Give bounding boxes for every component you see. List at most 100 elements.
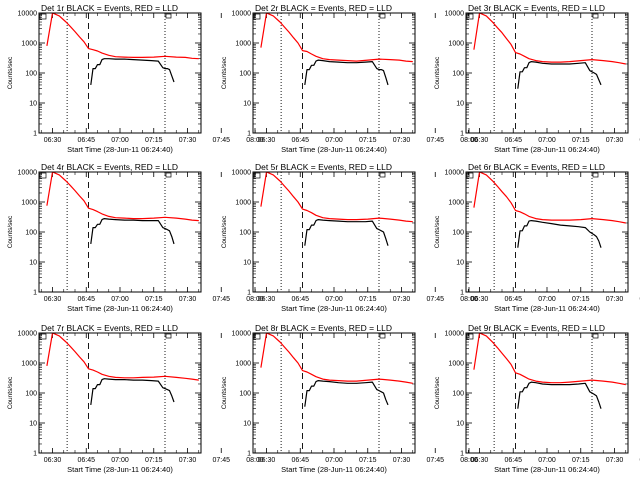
chart-panel-6: Det 6r BLACK = Events, RED = LLD Counts/s… xyxy=(434,162,640,313)
chart-panel-5: Det 5r BLACK = Events, RED = LLD Counts/s… xyxy=(221,162,478,313)
x-tick-label: 06:30 xyxy=(258,296,276,303)
series-line-black xyxy=(517,60,602,89)
x-tick-label: 07:15 xyxy=(145,137,163,144)
series-group xyxy=(260,13,413,86)
y-axis-label: Counts/sec xyxy=(434,376,441,409)
chart-panel-9: Det 9r BLACK = Events, RED = LLD Counts/s… xyxy=(434,323,640,474)
y-tick-label: 10000 xyxy=(18,331,38,338)
marker-box xyxy=(379,172,386,178)
x-tick-label: 07:00 xyxy=(325,457,343,464)
chart-panel-8: Det 8r BLACK = Events, RED = LLD Counts/s… xyxy=(221,323,478,474)
y-tick-label: 10000 xyxy=(18,170,38,177)
x-tick-label: 07:00 xyxy=(538,296,556,303)
marker-box xyxy=(592,13,599,19)
y-tick-label: 1 xyxy=(460,290,464,297)
chart-title: Det 3r BLACK = Events, RED = LLD xyxy=(468,3,605,13)
y-tick-label: 1000 xyxy=(235,361,251,368)
y-axis-label: Counts/sec xyxy=(7,376,14,409)
x-tick-label: 07:30 xyxy=(606,137,624,144)
marker-box xyxy=(592,333,599,339)
chart-panel-7: Det 7r BLACK = Events, RED = LLD Counts/s… xyxy=(7,323,264,474)
x-axis-label: Start Time (28-Jun-11 06:24:40) xyxy=(281,145,387,154)
x-tick-label: 06:30 xyxy=(258,457,276,464)
series-group xyxy=(46,172,199,245)
chart-panel-3: Det 3r BLACK = Events, RED = LLD Counts/s… xyxy=(434,3,640,154)
marker-box xyxy=(379,333,386,339)
plot-frame xyxy=(38,171,202,293)
y-tick-label: 1000 xyxy=(235,200,251,207)
x-axis-label: Start Time (28-Jun-11 06:24:40) xyxy=(67,304,173,313)
x-tick-label: 07:45 xyxy=(212,296,230,303)
y-axis-label: Counts/sec xyxy=(221,376,228,409)
chart-title: Det 5r BLACK = Events, RED = LLD xyxy=(255,162,392,172)
y-axis-label: Counts/sec xyxy=(7,215,14,248)
x-tick-label: 07:45 xyxy=(212,457,230,464)
marker-box xyxy=(165,333,172,339)
plot-frame xyxy=(252,12,416,134)
y-axis-label: Counts/sec xyxy=(434,215,441,248)
x-tick-label: 06:45 xyxy=(77,296,95,303)
x-tick-label: 07:15 xyxy=(145,457,163,464)
marker-box xyxy=(39,172,47,179)
y-tick-label: 10000 xyxy=(232,331,252,338)
x-tick-label: 06:45 xyxy=(77,457,95,464)
series-group xyxy=(473,13,626,89)
x-tick-label: 06:30 xyxy=(44,296,62,303)
x-tick-label: 06:45 xyxy=(291,457,309,464)
y-tick-label: 10 xyxy=(243,260,251,267)
y-tick-label: 10000 xyxy=(445,331,465,338)
x-tick-label: 06:30 xyxy=(471,457,489,464)
x-tick-label: 08:00 xyxy=(460,296,478,303)
series-group xyxy=(46,333,199,405)
x-tick-label: 07:30 xyxy=(179,296,197,303)
marker-box xyxy=(253,172,261,179)
x-axis-label: Start Time (28-Jun-11 06:24:40) xyxy=(494,145,600,154)
x-axis-label: Start Time (28-Jun-11 06:24:40) xyxy=(281,465,387,474)
y-axis-label: Counts/sec xyxy=(7,56,14,89)
marker-box xyxy=(39,333,47,340)
chart-title: Det 1r BLACK = Events, RED = LLD xyxy=(41,3,178,13)
series-line-black xyxy=(304,59,389,86)
y-tick-label: 1 xyxy=(247,451,251,458)
x-axis-label: Start Time (28-Jun-11 06:24:40) xyxy=(494,304,600,313)
plot-frame xyxy=(252,171,416,293)
x-tick-label: 06:45 xyxy=(291,296,309,303)
marker-box xyxy=(253,333,261,340)
series-line-black xyxy=(304,219,389,246)
series-line-red xyxy=(46,172,199,222)
series-line-black xyxy=(90,58,175,85)
x-tick-label: 07:45 xyxy=(426,296,444,303)
x-tick-label: 07:00 xyxy=(111,137,129,144)
y-tick-label: 10000 xyxy=(18,11,38,18)
series-group xyxy=(473,172,626,248)
plot-frame xyxy=(38,12,202,134)
y-tick-label: 10000 xyxy=(445,11,465,18)
x-tick-label: 08:00 xyxy=(246,457,264,464)
chart-panel-4: Det 4r BLACK = Events, RED = LLD Counts/s… xyxy=(7,162,264,313)
x-tick-label: 07:15 xyxy=(572,137,590,144)
y-tick-label: 10 xyxy=(29,260,37,267)
y-tick-label: 10 xyxy=(456,421,464,428)
x-tick-label: 07:15 xyxy=(359,296,377,303)
y-tick-label: 1000 xyxy=(448,361,464,368)
y-tick-label: 1 xyxy=(460,451,464,458)
series-line-red xyxy=(473,333,626,386)
y-tick-label: 10 xyxy=(456,101,464,108)
y-tick-label: 1 xyxy=(460,131,464,138)
y-tick-label: 1000 xyxy=(448,41,464,48)
y-tick-label: 100 xyxy=(452,71,464,78)
y-axis-label: Counts/sec xyxy=(221,215,228,248)
chart-title: Det 9r BLACK = Events, RED = LLD xyxy=(468,323,605,333)
x-tick-label: 07:30 xyxy=(179,457,197,464)
y-tick-label: 10000 xyxy=(232,170,252,177)
x-tick-label: 07:30 xyxy=(393,457,411,464)
y-tick-label: 10 xyxy=(243,421,251,428)
y-tick-label: 100 xyxy=(25,71,37,78)
x-tick-label: 08:00 xyxy=(246,137,264,144)
x-tick-label: 07:00 xyxy=(538,137,556,144)
x-tick-label: 07:15 xyxy=(572,457,590,464)
x-axis-label: Start Time (28-Jun-11 06:24:40) xyxy=(281,304,387,313)
y-tick-label: 100 xyxy=(239,391,251,398)
y-tick-label: 10 xyxy=(29,101,37,108)
